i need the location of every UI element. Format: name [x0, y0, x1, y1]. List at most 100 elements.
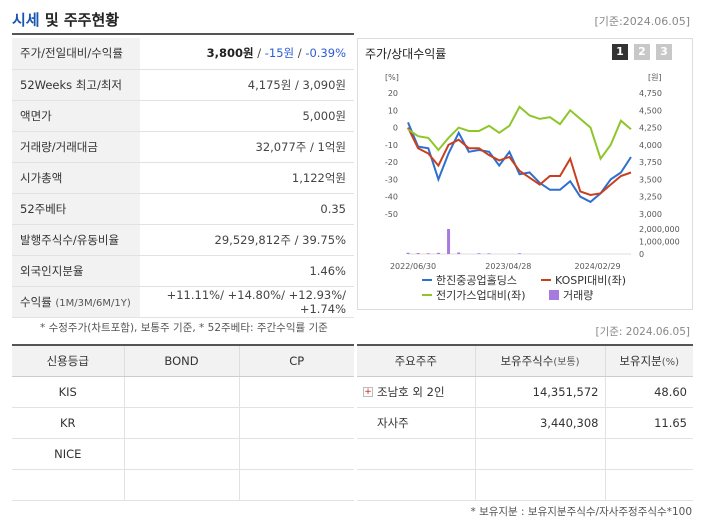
legend-label: 전기가스업대비(좌) [436, 289, 526, 302]
credit-header: BOND [124, 344, 240, 377]
table-row [357, 469, 693, 501]
bond-cell [124, 469, 240, 501]
info-label: 거래량/거래대금 [12, 131, 140, 163]
pct-cell: 48.60 [605, 376, 693, 408]
volume-bar [426, 253, 430, 254]
shares-header-sub: (보통) [553, 356, 580, 368]
change-rate: -0.39% [305, 46, 346, 61]
shares-cell: 3,440,308 [475, 407, 606, 439]
info-row: 52Weeks 최고/최저 4,175원 / 3,090원 [12, 69, 354, 101]
info-value: 4,175원 / 3,090원 [140, 69, 354, 101]
table-row [357, 438, 693, 470]
holder-header: 보유지분(%) [605, 344, 693, 377]
info-row: 액면가 5,000원 [12, 100, 354, 132]
right-tick-label: 3,500 [639, 175, 662, 184]
cp-cell [239, 438, 354, 470]
holder-name[interactable]: 조남호 외 2인 [377, 384, 445, 399]
info-label: 주가/전일대비/수익률 [12, 38, 140, 70]
bond-cell [124, 438, 240, 470]
credit-header: 신용등급 [12, 344, 125, 377]
info-row: 거래량/거래대금 32,077주 / 1억원 [12, 131, 354, 163]
credit-rating-table: 신용등급 BOND CP KIS KR NICE [12, 344, 354, 501]
volume-bar [477, 253, 481, 254]
chart-tab-1[interactable]: 1 [612, 44, 628, 60]
bond-cell [124, 407, 240, 439]
agency-cell: KR [12, 407, 125, 439]
shares-cell: 14,351,572 [475, 376, 606, 408]
info-row: 52주베타 0.35 [12, 193, 354, 225]
separator: / [294, 46, 306, 61]
cp-cell [239, 407, 354, 439]
legend-label: KOSPI대비(좌) [555, 274, 626, 287]
x-tick-label: 2024/02/29 [574, 262, 620, 271]
table-row: NICE [12, 438, 354, 470]
series-line [407, 122, 632, 204]
volume-bar [406, 252, 410, 254]
reference-date-2: [기준: 2024.06.05] [595, 326, 690, 338]
expand-icon[interactable]: + [363, 387, 373, 397]
info-label: 시가총액 [12, 162, 140, 194]
table-row: 자사주 3,440,308 11.65 [357, 407, 693, 439]
pct-cell: 11.65 [605, 407, 693, 439]
shares-cell [475, 469, 606, 501]
info-row: 발행주식수/유동비율 29,529,812주 / 39.75% [12, 224, 354, 256]
volume-bar [416, 253, 420, 254]
returns-period: (1M/3M/6M/1Y) [55, 297, 131, 309]
info-value: 29,529,812주 / 39.75% [140, 224, 354, 256]
holder-header: 주요주주 [357, 344, 476, 377]
right-tick-label: 3,000 [639, 210, 662, 219]
table-row [12, 469, 354, 501]
returns-label: 수익률 [20, 294, 52, 309]
left-tick-label: -20 [385, 158, 398, 167]
table-row: + 조남호 외 2인 14,351,572 48.60 [357, 376, 693, 408]
shares-cell [475, 438, 606, 470]
info-value: 5,000원 [140, 100, 354, 132]
info-row: 주가/전일대비/수익률 3,800원 / -15원 / -0.39% [12, 38, 354, 70]
table-row: KR [12, 407, 354, 439]
right-tick-label: 4,750 [639, 89, 662, 98]
legend-label: 한진중공업홀딩스 [436, 274, 517, 287]
current-price: 3,800원 [206, 46, 254, 61]
info-value: 3,800원 / -15원 / -0.39% [140, 38, 354, 70]
pct-header: 보유지분 [619, 353, 662, 368]
separator: / [253, 46, 265, 61]
volume-tick-label: 1,000,000 [639, 238, 680, 247]
price-chart: [%] [원] 20 10 0 -10 -20 -30 -40 -50 4,750 4,500 4,25… [385, 73, 680, 302]
series-line [407, 127, 632, 197]
info-label: 발행주식수/유동비율 [12, 224, 140, 256]
chart-tab-3[interactable]: 3 [656, 44, 672, 60]
cp-cell [239, 469, 354, 501]
reference-date: [기준:2024.06.05] [594, 15, 690, 28]
series-line [407, 105, 632, 161]
footnote: * 수정주가(차트포함), 보통주 기준, * 52주베타: 주간수익률 기준 [40, 322, 328, 334]
left-tick-label: 10 [388, 106, 398, 115]
chart-tab-2[interactable]: 2 [634, 44, 650, 60]
volume-bar [447, 229, 451, 254]
agency-cell: KIS [12, 376, 125, 408]
legend-label: 거래량 [563, 289, 593, 302]
footnote-2: * 보유지분 : 보유지분주식수/자사주정주식수*100 [470, 506, 692, 518]
chart-panel [357, 38, 693, 310]
right-axis-unit: [원] [648, 73, 662, 82]
volume-tick-label: 2,000,000 [639, 225, 680, 234]
info-label: 외국인지분율 [12, 255, 140, 287]
x-tick-label: 2022/06/30 [390, 262, 436, 271]
right-tick-label: 4,500 [639, 106, 662, 115]
volume-bar [457, 252, 461, 254]
shares-header: 보유주식수 [500, 353, 554, 368]
chart-title: 주가/상대수익률 [365, 47, 447, 61]
volume-bar [436, 252, 440, 254]
left-axis-unit: [%] [385, 73, 399, 82]
pct-cell [605, 438, 693, 470]
right-tick-label: 4,000 [639, 141, 662, 150]
pct-cell [605, 469, 693, 501]
info-row: 수익률 (1M/3M/6M/1Y) +11.11%/ +14.80%/ +12.… [12, 286, 354, 318]
right-tick-label: 4,250 [639, 124, 662, 133]
title-main: 시세 [12, 11, 40, 29]
left-tick-label: -10 [385, 141, 398, 150]
holder-name-cell: + 조남호 외 2인 [357, 376, 476, 408]
volume-tick-label: 0 [639, 250, 644, 259]
table-row: KIS [12, 376, 354, 408]
info-row: 시가총액 1,122억원 [12, 162, 354, 194]
info-label: 수익률 (1M/3M/6M/1Y) [12, 286, 140, 318]
